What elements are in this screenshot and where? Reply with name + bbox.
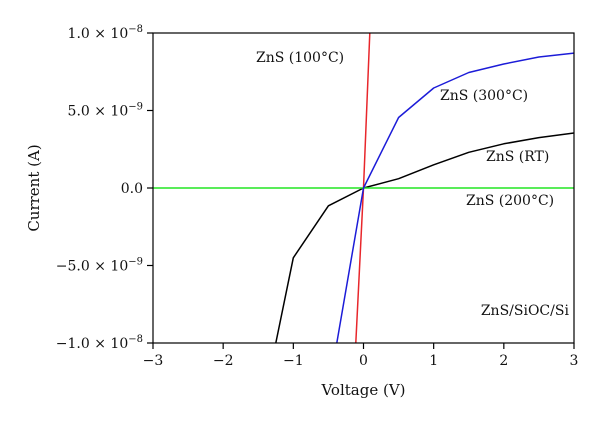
x-tick-label: −1 — [283, 353, 304, 369]
series-layer — [153, 33, 574, 343]
x-axis-label: Voltage (V) — [320, 381, 405, 399]
y-axis-label: Current (A) — [25, 144, 43, 231]
x-tick-label: 2 — [499, 353, 508, 369]
x-tick-label: −3 — [143, 353, 164, 369]
series-label-zns-rt: ZnS (RT) — [486, 149, 549, 165]
y-tick-label: 1.0 × 10−8 — [68, 24, 143, 42]
series-label-zns-300c: ZnS (300°C) — [440, 88, 528, 104]
series-line-zns-rt — [275, 132, 574, 343]
x-tick-label: 0 — [359, 353, 368, 369]
series-label-zns-100c: ZnS (100°C) — [256, 50, 344, 66]
labels-layer: ZnS (RT) ZnS (100°C) ZnS (200°C) ZnS (300°C… — [256, 50, 569, 319]
x-tick-label: −2 — [213, 353, 234, 369]
y-tick-label: −5.0 × 10−9 — [56, 257, 143, 275]
series-label-zns-200c: ZnS (200°C) — [466, 193, 554, 209]
series-line-zns-300c — [336, 52, 574, 343]
ticks-layer: −3 −2 −1 0 1 2 3 1.0 × 10−8 5.0 × 10−9 0.0 −5.0 × … — [56, 24, 579, 369]
sample-annotation: ZnS/SiOC/Si — [481, 303, 570, 319]
y-tick-label: 0.0 — [121, 181, 143, 197]
y-tick-label: 5.0 × 10−9 — [68, 102, 143, 120]
x-tick-label: 1 — [429, 353, 438, 369]
y-tick-label: −1.0 × 10−8 — [56, 334, 143, 352]
x-tick-label: 3 — [570, 353, 579, 369]
